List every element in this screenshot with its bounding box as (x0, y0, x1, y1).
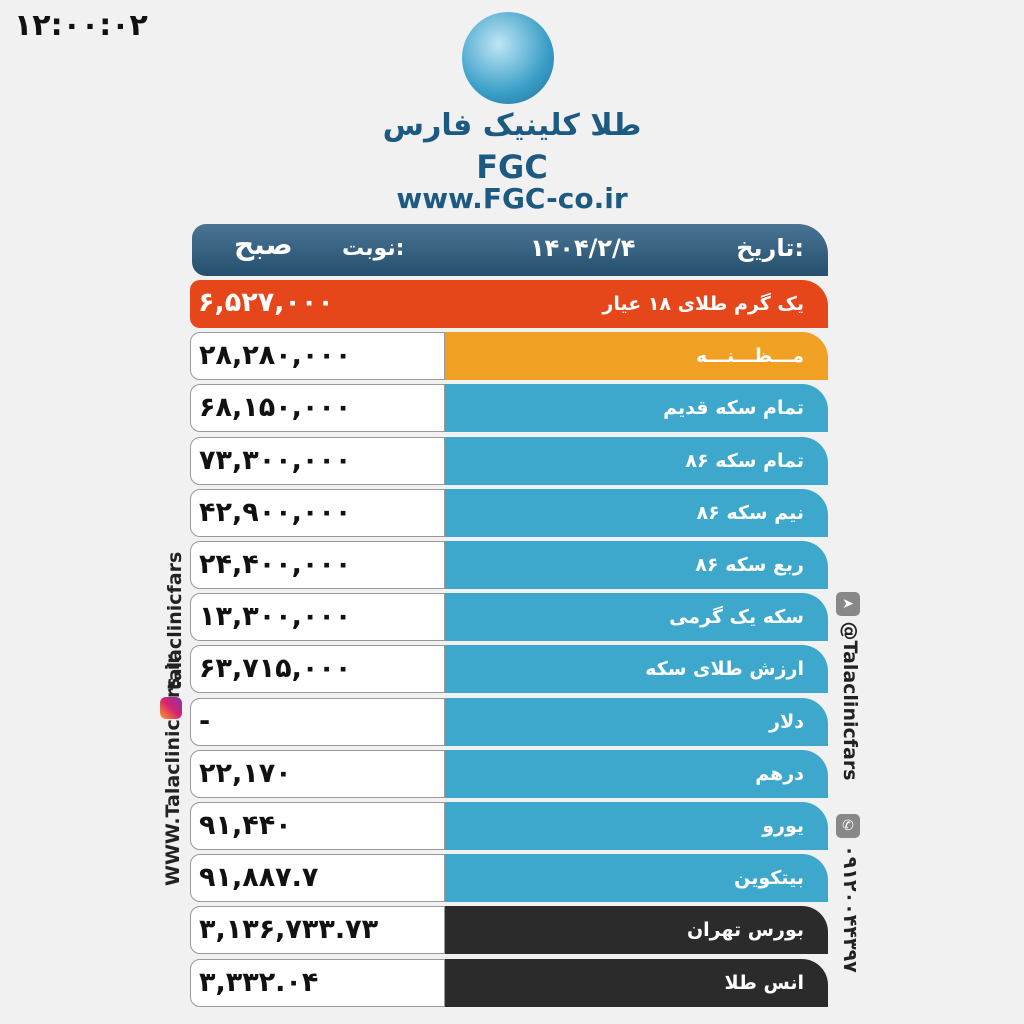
price-row: ۶۳,۷۱۵,۰۰۰ ارزش طلای سکه (190, 645, 828, 694)
price-label: نیم سکه ۸۶ (445, 488, 828, 537)
price-label: درهم (445, 749, 828, 798)
globe-logo-icon (462, 12, 554, 104)
price-row: ۴۲,۹۰۰,۰۰۰ نیم سکه ۸۶ (190, 488, 828, 537)
price-row: ۷۳,۳۰۰,۰۰۰ تمام سکه ۸۶ (190, 436, 828, 485)
price-label: بیتکوین (445, 854, 828, 903)
instagram-icon (160, 697, 182, 719)
price-label: یورو (445, 802, 828, 850)
price-row: ۶,۵۲۷,۰۰۰ یک گرم طلای ۱۸ عیار (190, 280, 828, 328)
price-value: ۹۱,۸۸۷.۷ (190, 854, 445, 903)
price-value: ۶۳,۷۱۵,۰۰۰ (190, 645, 445, 694)
price-value: ۴۲,۹۰۰,۰۰۰ (190, 488, 445, 537)
price-row: ۱۳,۳۰۰,۰۰۰ سکه یک گرمی (190, 593, 828, 642)
shift-label: نوبت: (342, 236, 405, 261)
price-row: ۳,۱۳۶,۷۳۳.۷۳ بورس تهران (190, 906, 828, 955)
price-row: ۲۴,۴۰۰,۰۰۰ ربع سکه ۸۶ (190, 541, 828, 589)
price-value: ۳,۱۳۶,۷۳۳.۷۳ (190, 906, 445, 955)
date-value: ۱۴۰۴/۲/۴ (530, 234, 636, 262)
price-value: ۶۸,۱۵۰,۰۰۰ (190, 384, 445, 433)
price-value: ۲۴,۴۰۰,۰۰۰ (190, 541, 445, 589)
price-value: ۳,۳۳۲.۰۴ (190, 958, 445, 1007)
telegram-icon: ➤ (836, 592, 860, 616)
price-value: ۲۸,۲۸۰,۰۰۰ (190, 332, 445, 381)
price-label: ارزش طلای سکه (445, 645, 828, 694)
phone-icon: ✆ (836, 814, 860, 838)
date-label: تاریخ: (736, 234, 804, 262)
price-row: ۲۸,۲۸۰,۰۰۰ مـــظـــنـــه (190, 332, 828, 381)
price-value: ۲۲,۱۷۰ (190, 749, 445, 798)
price-value: ۱۳,۳۰۰,۰۰۰ (190, 593, 445, 642)
price-row: ۹۱,۴۴۰ یورو (190, 802, 828, 850)
price-label: تمام سکه ۸۶ (445, 436, 828, 485)
price-label: تمام سکه قدیم (445, 384, 828, 433)
price-row: ۹۱,۸۸۷.۷ بیتکوین (190, 854, 828, 903)
price-row: ۳,۳۳۲.۰۴ انس طلا (190, 958, 828, 1007)
price-value: ۶,۵۲۷,۰۰۰ (190, 280, 445, 328)
price-label: بورس تهران (445, 906, 828, 955)
brand-url[interactable]: www.FGC-co.ir (396, 182, 628, 215)
phone-number[interactable]: ۰۹۱۲۰۰۴۴۳۹۷ (839, 845, 861, 973)
price-value: ۷۳,۳۰۰,۰۰۰ (190, 436, 445, 485)
price-label: دلار (445, 697, 828, 746)
brand-name: طلا کلینیک فارس (382, 108, 642, 143)
price-row: - دلار (190, 697, 828, 746)
brand-short: FGC (476, 148, 548, 186)
price-label: یک گرم طلای ۱۸ عیار (445, 280, 828, 328)
instagram-handle[interactable]: talaclinicfars (164, 551, 186, 691)
telegram-handle[interactable]: @Talaclinicfars (839, 621, 861, 781)
timestamp: ۱۲:۰۰:۰۲ (14, 8, 148, 43)
price-row: ۲۲,۱۷۰ درهم (190, 749, 828, 798)
price-label: سکه یک گرمی (445, 593, 828, 642)
price-value: - (190, 697, 445, 746)
price-label: مـــظـــنـــه (445, 332, 828, 381)
shift-value: صبح (234, 228, 293, 261)
header-bar: تاریخ: ۱۴۰۴/۲/۴ نوبت: صبح (192, 224, 828, 276)
price-label: انس طلا (445, 958, 828, 1007)
price-label: ربع سکه ۸۶ (445, 541, 828, 589)
price-row: ۶۸,۱۵۰,۰۰۰ تمام سکه قدیم (190, 384, 828, 433)
price-value: ۹۱,۴۴۰ (190, 802, 445, 850)
